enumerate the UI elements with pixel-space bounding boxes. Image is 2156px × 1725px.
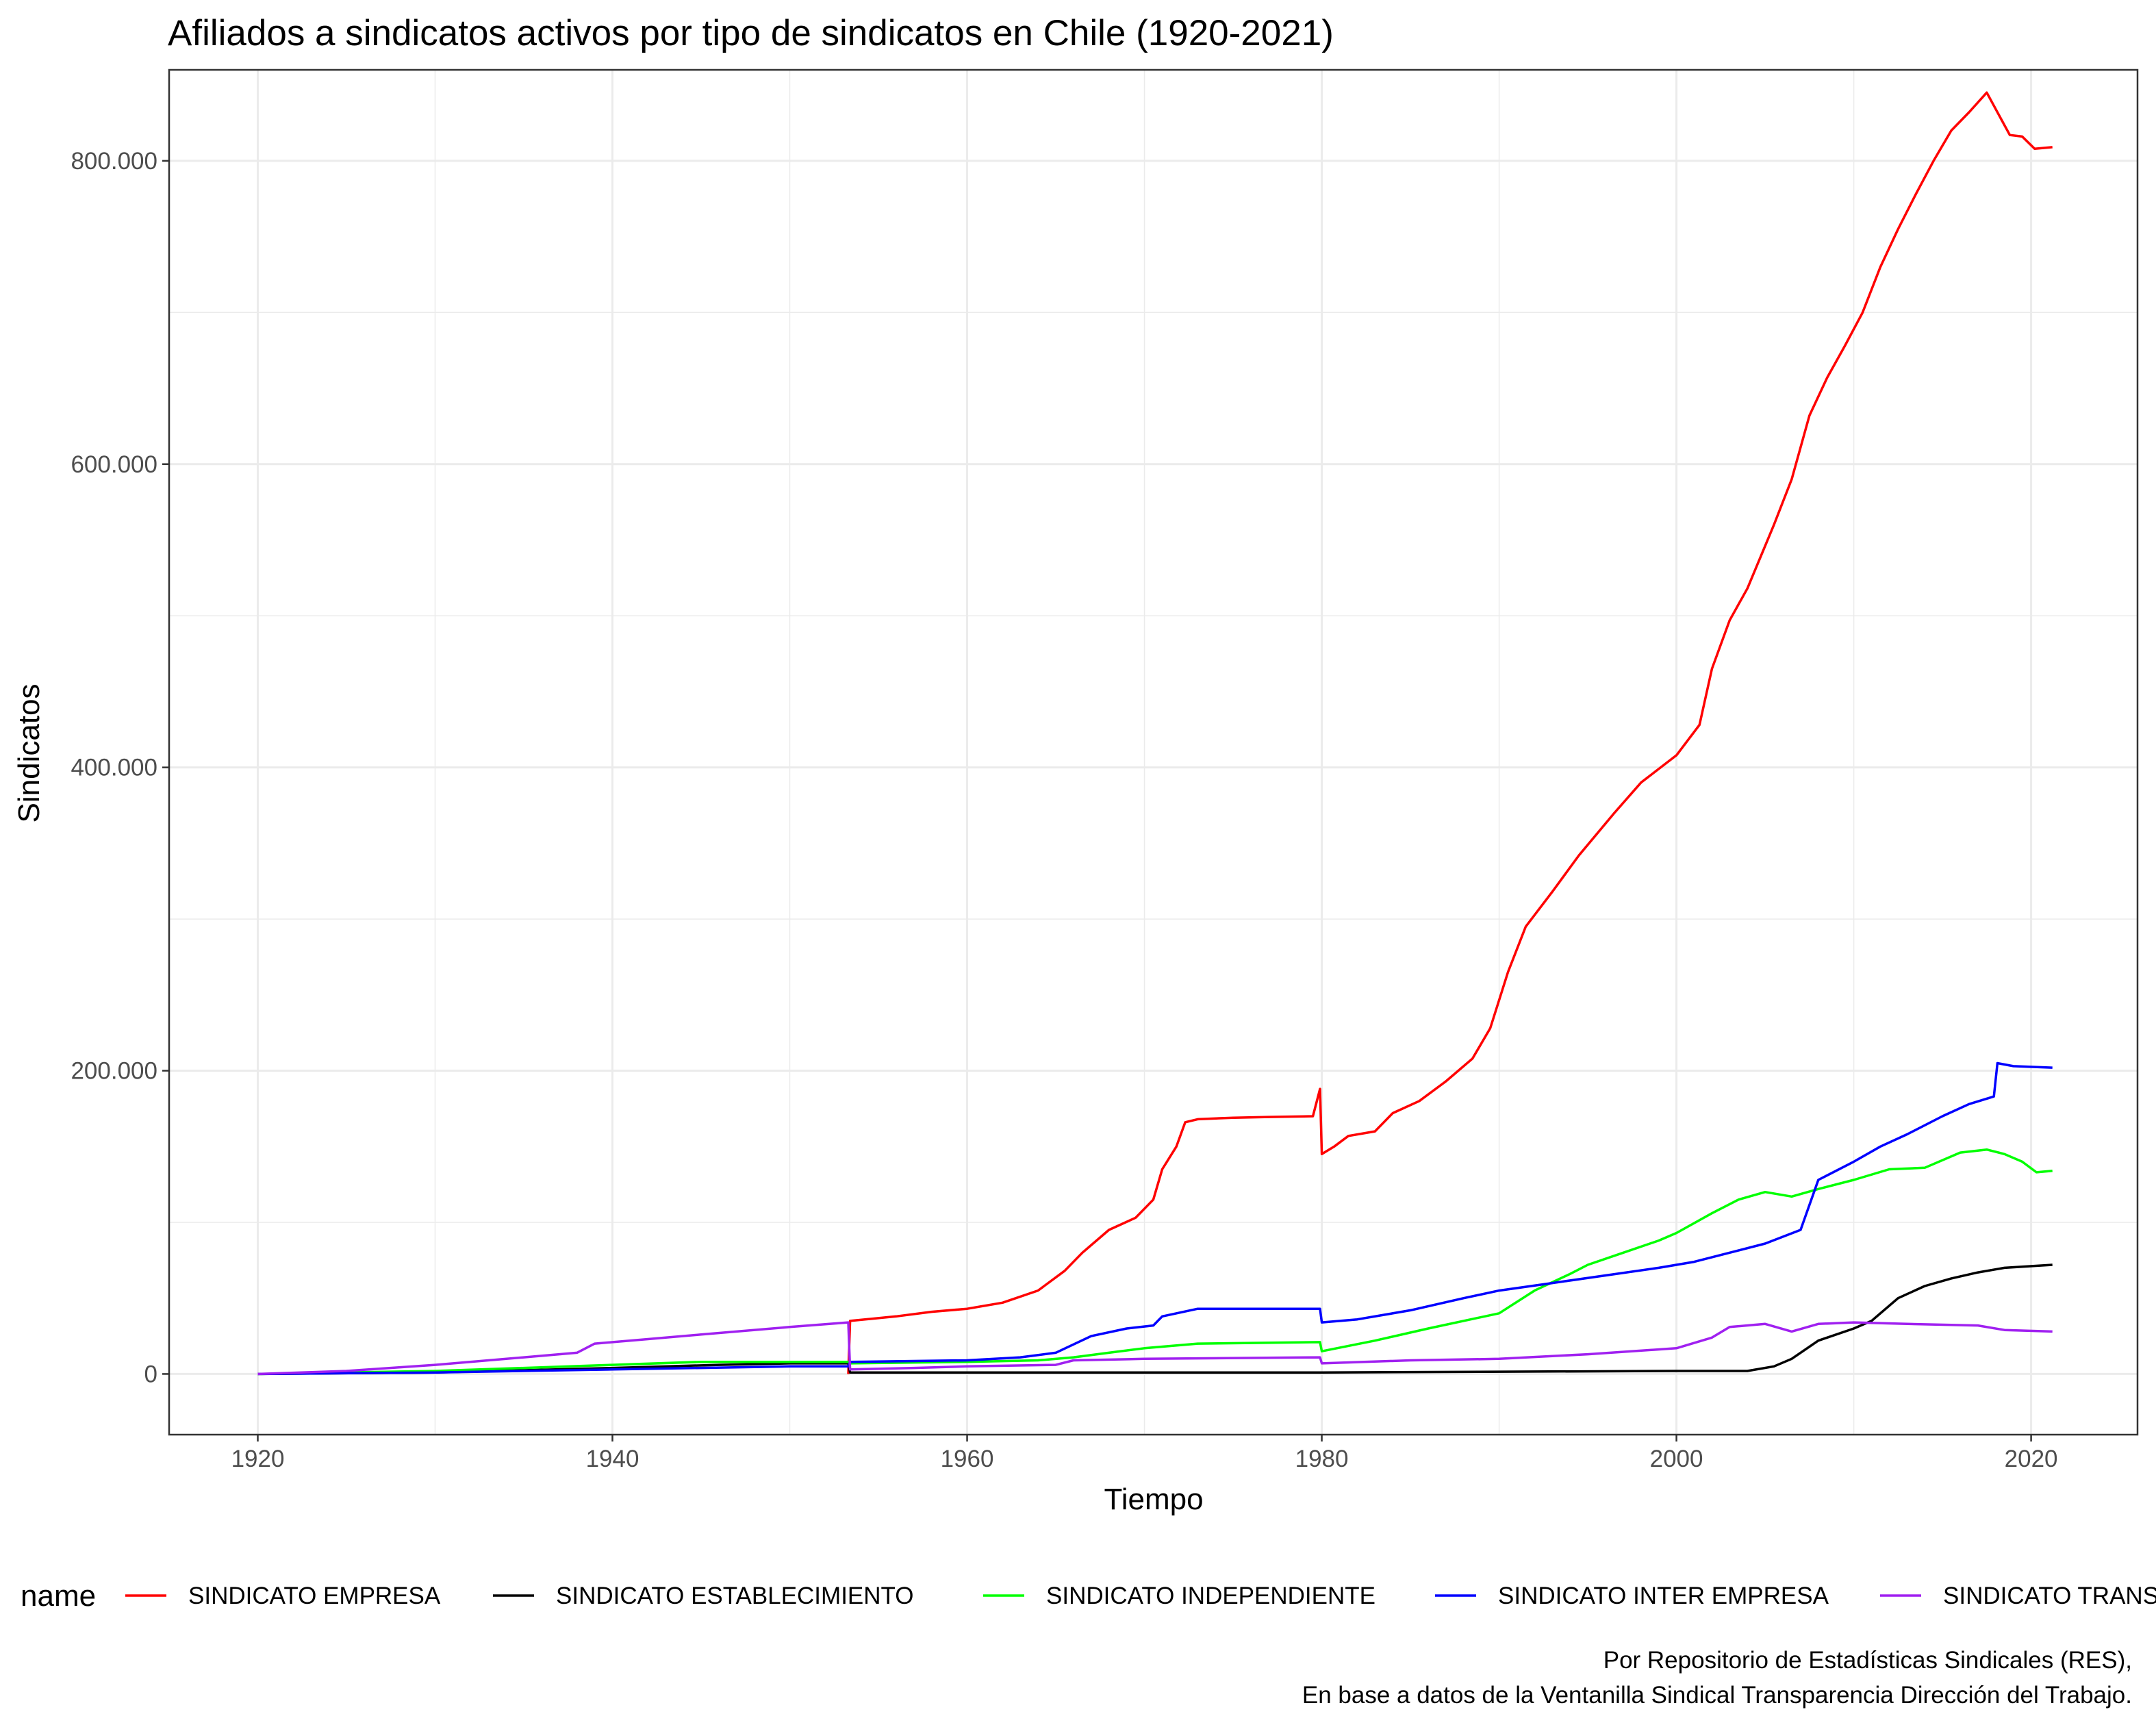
plot-panel-border: [168, 68, 2139, 1436]
caption-line-2: En base a datos de la Ventanilla Sindica…: [1302, 1682, 2132, 1709]
legend-title: name: [21, 1579, 96, 1613]
y-tick-label: 0: [144, 1361, 157, 1387]
caption-line-1: Por Repositorio de Estadísticas Sindical…: [1603, 1647, 2132, 1674]
legend-label: SINDICATO INDEPENDIENTE: [1046, 1583, 1375, 1609]
legend-label: SINDICATO EMPRESA: [188, 1583, 441, 1609]
y-tick-label: 400.000: [71, 755, 157, 781]
series-line: [257, 1061, 2053, 1376]
axes: 1920 1940 1960 1980 2000 2020 0 200.000 400.000 6…: [71, 148, 2057, 1472]
legend: name SINDICATO EMPRESA SINDICATO ESTABLEC…: [21, 1579, 2156, 1613]
x-tick-label: 1940: [586, 1446, 639, 1472]
x-tick-label: 2020: [2005, 1446, 2058, 1472]
series-line: [257, 1321, 2053, 1376]
y-tick-label: 200.000: [71, 1058, 157, 1085]
chart-title: Afiliados a sindicatos activos por tipo …: [168, 13, 1334, 53]
series-lines: [257, 91, 2053, 1376]
series-line: [847, 91, 2053, 1374]
x-tick-label: 1960: [941, 1446, 994, 1472]
grid-lines: [169, 70, 2138, 1435]
legend-label: SINDICATO INTER EMPRESA: [1498, 1583, 1829, 1609]
series-line: [257, 1263, 2053, 1376]
x-tick-label: 1920: [231, 1446, 285, 1472]
x-axis-title: Tiempo: [1104, 1483, 1203, 1516]
legend-label: SINDICATO TRANSITORIO: [1943, 1583, 2156, 1609]
x-tick-label: 1980: [1295, 1446, 1349, 1472]
y-axis-title: Sindicatos: [12, 683, 46, 822]
x-tick-label: 2000: [1650, 1446, 1703, 1472]
y-tick-label: 600.000: [71, 451, 157, 478]
legend-label: SINDICATO ESTABLECIMIENTO: [556, 1583, 914, 1609]
y-tick-label: 800.000: [71, 148, 157, 175]
